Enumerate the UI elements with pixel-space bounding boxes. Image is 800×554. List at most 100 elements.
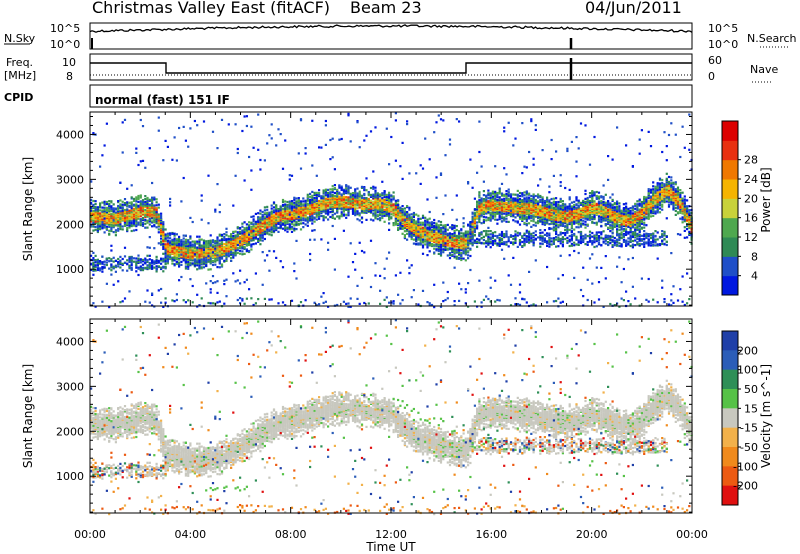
power-cell: [148, 198, 151, 201]
power-cell: [331, 185, 334, 188]
power-cell: [392, 195, 395, 198]
power-cell: [458, 248, 461, 252]
power-cell: [99, 228, 102, 231]
power-cell: [225, 295, 228, 298]
power-cell: [356, 210, 359, 213]
power-cell: [99, 202, 102, 205]
power-cell: [202, 261, 206, 264]
power-cell: [155, 259, 158, 262]
power-cell: [155, 207, 158, 210]
power-cell: [155, 222, 158, 225]
power-cell: [126, 259, 129, 262]
power-cell: [94, 200, 97, 203]
power-cell: [408, 272, 411, 275]
power-cell: [403, 234, 406, 237]
power-cell: [155, 255, 158, 258]
power-cell: [530, 194, 533, 198]
power-cell: [236, 151, 239, 155]
power-cell: [132, 203, 136, 206]
power-cell: [259, 243, 262, 246]
power-cell: [424, 223, 427, 226]
power-cell: [487, 211, 490, 214]
power-cell: [202, 251, 206, 254]
power-cell: [491, 231, 494, 234]
power-cell: [184, 265, 187, 268]
power-cell: [189, 216, 192, 219]
power-cell: [144, 259, 147, 262]
power-cell: [309, 195, 312, 198]
power-cell: [331, 213, 334, 216]
power-cell: [99, 269, 102, 272]
power-cell: [489, 211, 492, 214]
power-cell: [514, 197, 517, 200]
power-cell: [383, 190, 386, 193]
power-cell: [268, 211, 271, 214]
power-cell: [216, 183, 219, 186]
power-cell: [381, 208, 384, 211]
freq-tick-low: 8: [66, 70, 73, 83]
power-cell: [245, 242, 248, 245]
power-cell: [146, 206, 149, 209]
power-cell: [146, 196, 149, 200]
power-cell: [232, 236, 235, 239]
power-cell: [110, 200, 113, 203]
power-cell: [114, 259, 117, 262]
nsky-tick-low: 10^0: [50, 38, 80, 51]
power-cell: [419, 217, 422, 220]
power-cell: [103, 231, 106, 234]
power-cell: [209, 259, 212, 262]
power-cell: [216, 240, 219, 243]
power-cell: [381, 214, 384, 218]
power-cell: [478, 216, 481, 220]
power-cell: [295, 221, 298, 224]
power-cell: [205, 240, 208, 243]
power-cell: [234, 174, 237, 177]
power-cell: [428, 210, 431, 214]
power-cell: [412, 211, 415, 215]
power-cell: [471, 217, 474, 220]
power-cell: [252, 215, 255, 218]
power-cell: [397, 199, 400, 202]
power-cell: [360, 216, 364, 219]
power-cell: [498, 299, 501, 302]
power-cell: [503, 167, 506, 170]
power-cell: [182, 240, 185, 243]
power-cell: [476, 240, 479, 243]
power-cell: [108, 211, 111, 215]
power-cell: [254, 302, 257, 305]
power-cell: [281, 209, 285, 212]
power-cell: [523, 221, 526, 225]
power-cell: [169, 234, 172, 237]
power-cell: [494, 215, 497, 218]
power-cell: [471, 226, 474, 229]
power-cell: [259, 209, 262, 212]
power-cell: [313, 220, 316, 223]
power-cell: [467, 241, 470, 244]
power-cell: [516, 245, 519, 248]
power-cell: [401, 226, 404, 229]
power-cell: [354, 212, 357, 215]
power-cell: [406, 211, 409, 214]
power-cell: [385, 193, 388, 196]
power-cell: [141, 159, 145, 162]
power-cell: [209, 280, 212, 283]
power-cell: [295, 277, 298, 280]
power-cell: [372, 219, 375, 222]
power-cell: [388, 228, 391, 231]
power-cell: [121, 228, 124, 231]
power-cell: [299, 200, 303, 203]
power-cell: [417, 303, 420, 306]
power-cell: [509, 209, 513, 212]
power-cell: [139, 222, 142, 225]
power-cell: [155, 198, 158, 201]
power-cell: [372, 214, 375, 217]
power-cell: [347, 206, 350, 209]
power-cell: [126, 208, 129, 211]
power-cell: [433, 306, 436, 309]
power-cell: [105, 209, 108, 212]
power-cell: [462, 234, 465, 237]
power-cell: [200, 250, 203, 253]
power-cell: [453, 229, 456, 232]
power-cell: [460, 245, 463, 248]
power-cell: [379, 274, 382, 277]
